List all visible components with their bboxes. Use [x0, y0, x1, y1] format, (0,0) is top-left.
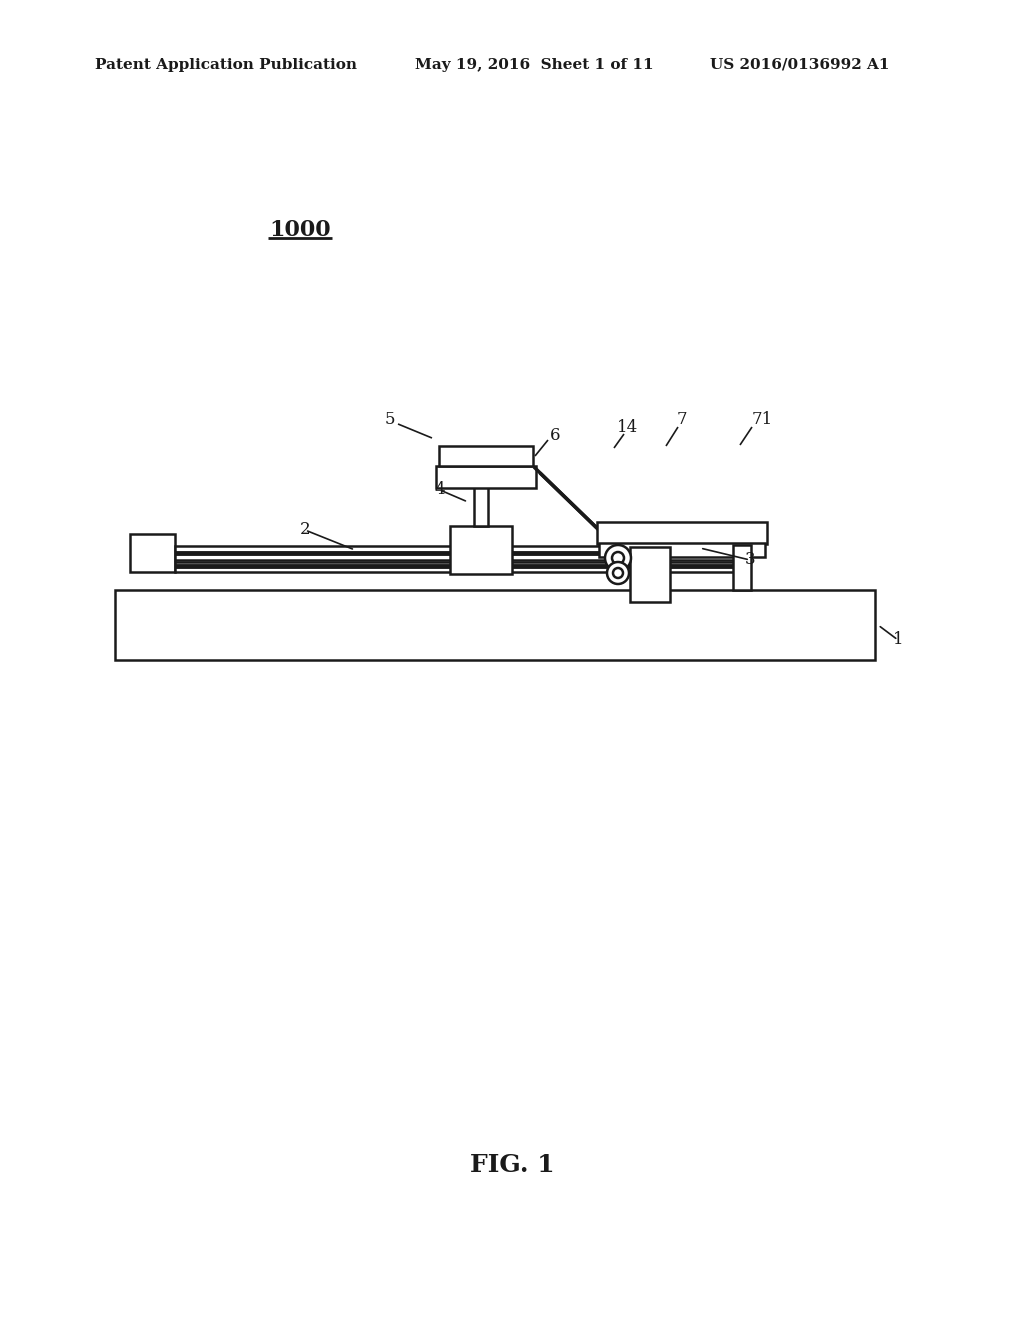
Text: Patent Application Publication: Patent Application Publication	[95, 58, 357, 73]
Text: FIG. 1: FIG. 1	[470, 1152, 554, 1177]
Bar	[476, 451, 487, 474]
Bar	[597, 521, 767, 544]
Bar	[175, 562, 735, 572]
Bar	[733, 545, 751, 590]
Bar	[474, 474, 488, 525]
Text: 7: 7	[677, 412, 687, 429]
Bar	[436, 466, 536, 488]
Text: 1000: 1000	[269, 219, 331, 242]
Text: 4: 4	[434, 482, 445, 499]
Text: May 19, 2016  Sheet 1 of 11: May 19, 2016 Sheet 1 of 11	[415, 58, 653, 73]
Circle shape	[613, 568, 623, 578]
Bar	[439, 446, 534, 466]
Text: 2: 2	[300, 521, 310, 539]
Text: 5: 5	[385, 412, 395, 429]
Text: 3: 3	[744, 552, 756, 569]
Circle shape	[612, 552, 624, 564]
Circle shape	[607, 562, 629, 583]
Text: 1: 1	[893, 631, 903, 648]
Text: 71: 71	[752, 412, 773, 429]
Bar	[630, 546, 670, 602]
Bar	[130, 535, 175, 572]
Text: 14: 14	[617, 420, 639, 437]
Bar	[115, 590, 874, 660]
Bar	[599, 543, 765, 557]
Circle shape	[605, 545, 631, 572]
Bar	[175, 546, 735, 560]
Text: US 2016/0136992 A1: US 2016/0136992 A1	[710, 58, 890, 73]
Bar	[450, 525, 512, 574]
Text: 6: 6	[550, 426, 560, 444]
